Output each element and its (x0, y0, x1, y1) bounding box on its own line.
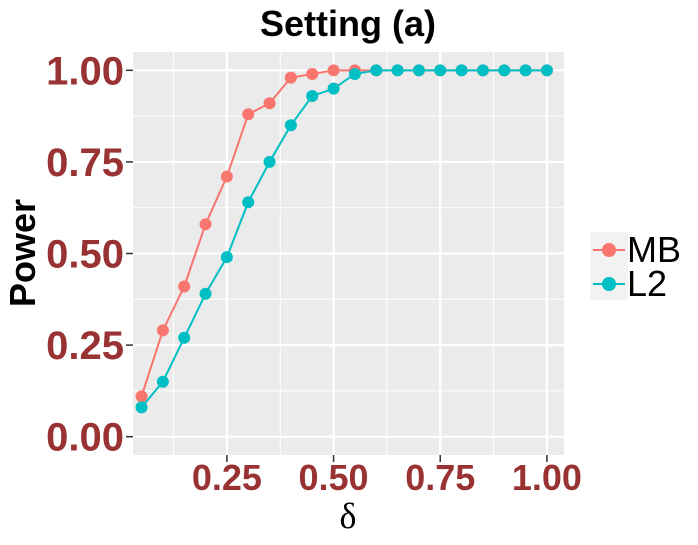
data-point-l2 (306, 89, 319, 102)
data-point-l2 (242, 196, 255, 209)
legend-marker-l2 (602, 277, 616, 291)
data-point-mb (284, 71, 297, 84)
data-point-l2 (178, 331, 191, 344)
x-tick-label: 1.00 (512, 457, 582, 498)
series-group (135, 64, 553, 414)
data-point-mb (135, 390, 148, 403)
data-point-l2 (327, 82, 340, 95)
data-point-l2 (412, 64, 425, 77)
legend-label-mb: MB (627, 229, 681, 270)
data-point-l2 (434, 64, 447, 77)
data-point-l2 (348, 67, 361, 80)
x-tick-label: 0.75 (405, 457, 475, 498)
data-point-l2 (498, 64, 511, 77)
series-l2 (135, 64, 553, 414)
data-point-l2 (135, 401, 148, 414)
y-tick-label: 0.25 (46, 324, 124, 368)
y-axis-label: Power (2, 199, 43, 307)
x-axis-label: δ (340, 496, 357, 536)
x-tick-label: 0.50 (299, 457, 369, 498)
y-tick-label: 0.50 (46, 233, 124, 277)
y-tick-label: 1.00 (46, 49, 124, 93)
y-axis: 0.00 0.25 0.50 0.75 1.00 (46, 49, 133, 460)
x-axis: 0.25 0.50 0.75 1.00 (192, 455, 582, 498)
data-point-mb (220, 170, 233, 183)
data-point-mb (156, 324, 169, 337)
data-point-l2 (263, 155, 276, 168)
chart-title: Setting (a) (260, 3, 436, 44)
data-point-l2 (156, 375, 169, 388)
data-point-l2 (391, 64, 404, 77)
data-point-l2 (370, 64, 383, 77)
data-point-l2 (284, 119, 297, 132)
data-point-l2 (476, 64, 489, 77)
data-point-mb (263, 97, 276, 110)
data-point-mb (306, 67, 319, 80)
legend-label-l2: L2 (627, 263, 667, 304)
data-point-mb (242, 108, 255, 121)
y-tick-label: 0.00 (46, 416, 124, 460)
data-point-l2 (455, 64, 468, 77)
data-point-l2 (519, 64, 532, 77)
y-tick-label: 0.75 (46, 141, 124, 185)
data-point-mb (178, 280, 191, 293)
data-point-l2 (540, 64, 553, 77)
data-point-mb (199, 218, 212, 231)
data-point-l2 (220, 251, 233, 264)
x-tick-label: 0.25 (192, 457, 262, 498)
data-point-mb (327, 64, 340, 77)
legend-marker-mb (602, 243, 616, 257)
data-point-l2 (199, 287, 212, 300)
